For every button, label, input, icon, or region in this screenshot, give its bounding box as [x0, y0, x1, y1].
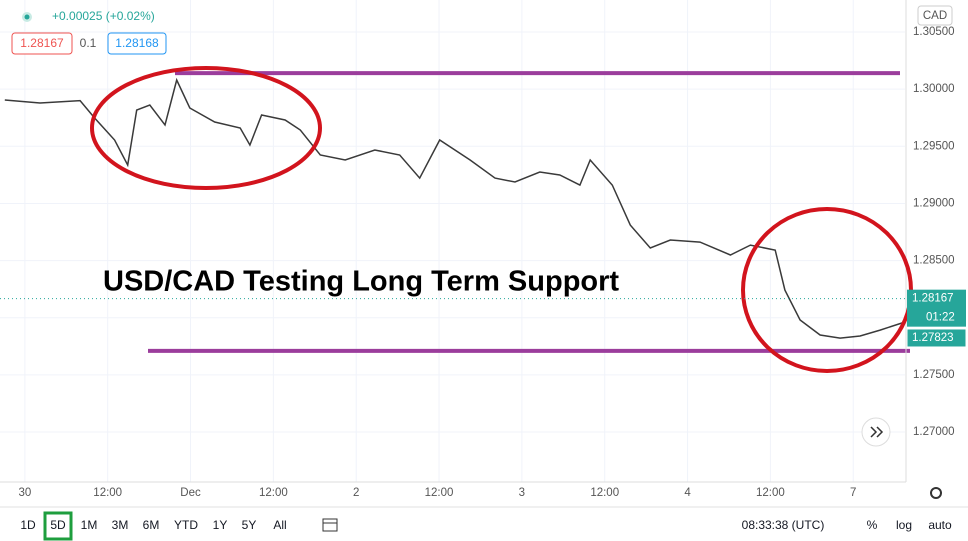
x-tick-label: Dec — [180, 487, 201, 499]
ask-box[interactable] — [107, 32, 167, 55]
x-tick-label: 4 — [684, 487, 691, 499]
scale-option[interactable]: auto — [928, 518, 952, 532]
scroll-icon[interactable] — [870, 426, 884, 438]
range-button[interactable]: 1Y — [213, 518, 228, 532]
range-button[interactable]: 3M — [112, 518, 129, 532]
clock: 08:33:38 (UTC) — [742, 518, 825, 532]
range-button[interactable]: 5Y — [242, 518, 257, 532]
y-tick-label: 1.27000 — [913, 426, 955, 438]
price-tag — [906, 328, 967, 348]
scale-option[interactable]: % — [867, 518, 878, 532]
highlight-circle — [90, 66, 322, 190]
low-price-label: 1.27823 — [912, 332, 954, 344]
compare-icon[interactable] — [322, 518, 338, 532]
y-tick-label: 1.30500 — [913, 26, 955, 38]
range-button[interactable]: YTD — [174, 518, 198, 532]
status-dot — [24, 14, 30, 20]
y-tick-label: 1.30000 — [913, 83, 955, 95]
currency-box[interactable] — [917, 5, 953, 26]
x-tick-label: 12:00 — [259, 487, 288, 499]
range-button[interactable]: 5D — [50, 518, 66, 532]
x-tick-label: 7 — [850, 487, 856, 499]
chart-title: USD/CAD Testing Long Term Support — [103, 266, 619, 298]
x-tick-label: 12:00 — [590, 487, 619, 499]
y-tick-label: 1.28500 — [913, 255, 955, 267]
plot — [4, 71, 910, 353]
bid-box[interactable] — [11, 32, 73, 55]
spread: 0.1 — [80, 36, 97, 50]
toolbar: 1D 5D 1M 3M 6M YTD 1Y 5Y All% log auto — [20, 511, 952, 541]
y-tick-label: 1.29000 — [913, 197, 955, 209]
x-tick-label: 3 — [519, 487, 525, 499]
price-tag — [907, 289, 966, 327]
range-button[interactable]: 1M — [81, 518, 98, 532]
range-button[interactable]: All — [273, 518, 286, 532]
countdown: 01:22 — [926, 312, 955, 324]
change: +0.00025 (+0.02%) — [52, 9, 155, 23]
grid — [0, 0, 905, 482]
last-price-label: 1.28167 — [912, 293, 954, 305]
x-tick-label: 12:00 — [93, 487, 122, 499]
range-button[interactable]: 6M — [143, 518, 160, 532]
range-button[interactable]: 1D — [20, 518, 36, 532]
price-line — [4, 77, 906, 339]
bid[interactable]: 1.28167 — [20, 36, 64, 50]
y-tick-label: 1.27500 — [913, 369, 955, 381]
settings-icon[interactable] — [930, 487, 942, 499]
x-tick-label: 30 — [18, 487, 31, 499]
scale-option[interactable]: log — [896, 518, 912, 532]
x-tick-label: 12:00 — [756, 487, 785, 499]
ask[interactable]: 1.28168 — [115, 36, 159, 50]
currency[interactable]: CAD — [923, 10, 947, 22]
active-range[interactable] — [43, 511, 73, 541]
x-tick-label: 2 — [353, 487, 359, 499]
x-tick-label: 12:00 — [425, 487, 454, 499]
y-tick-label: 1.29500 — [913, 140, 955, 152]
